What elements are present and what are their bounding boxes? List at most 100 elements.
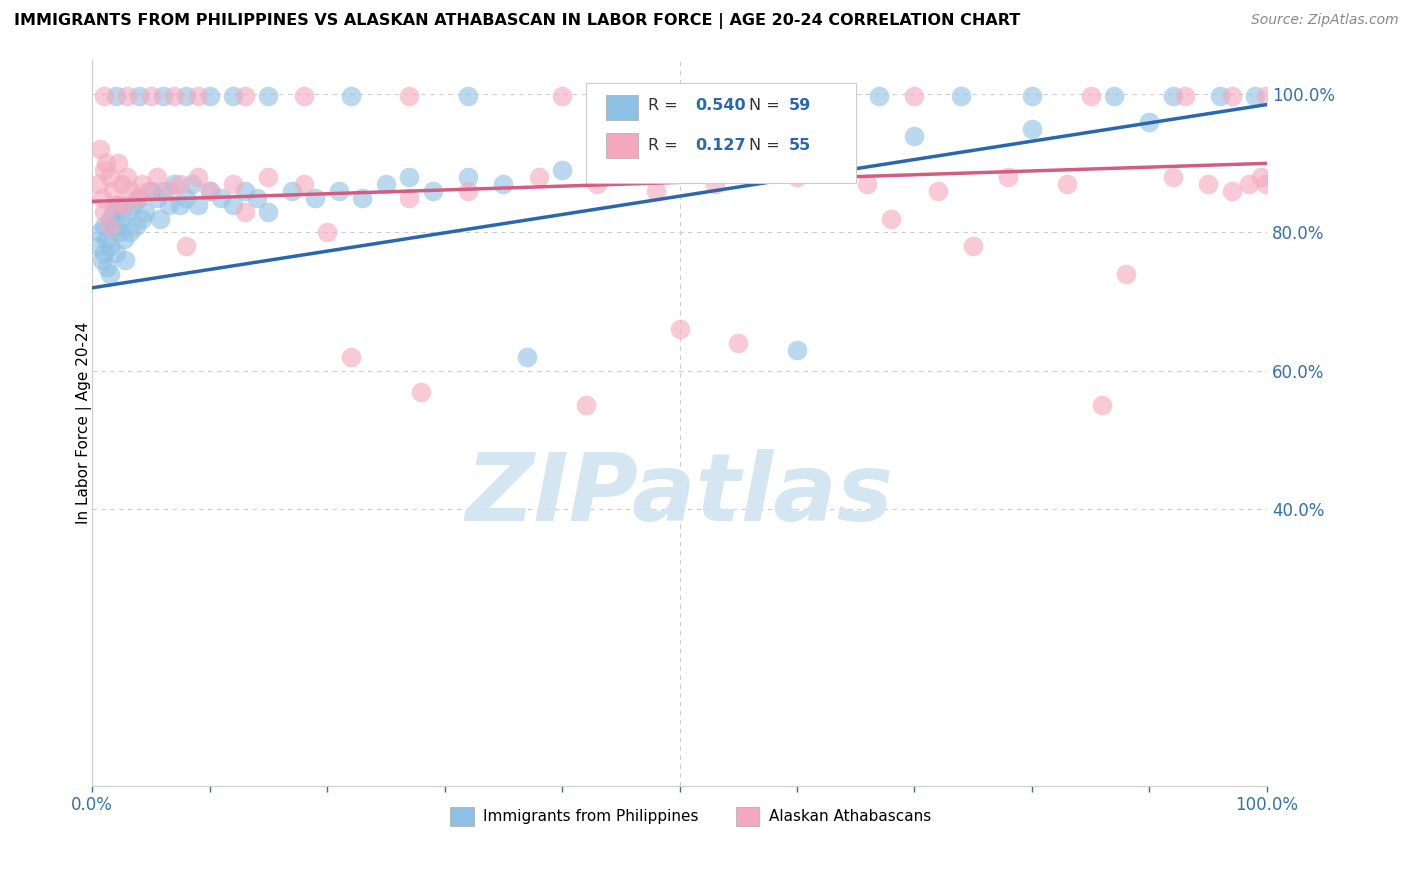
Point bbox=[1021, 121, 1043, 136]
Point bbox=[222, 89, 245, 103]
Point bbox=[339, 89, 361, 103]
Point bbox=[880, 211, 903, 226]
Point bbox=[246, 191, 269, 205]
Point bbox=[1021, 89, 1043, 103]
Point bbox=[457, 184, 479, 198]
Point bbox=[1174, 89, 1197, 103]
Point bbox=[292, 177, 315, 191]
Point bbox=[131, 211, 153, 226]
Point bbox=[93, 246, 115, 260]
Point bbox=[169, 198, 191, 212]
Point bbox=[727, 143, 749, 157]
Point bbox=[1161, 89, 1184, 103]
Point bbox=[89, 226, 111, 240]
Point bbox=[339, 350, 361, 364]
Point bbox=[398, 170, 420, 185]
Point bbox=[87, 177, 110, 191]
Point bbox=[90, 253, 112, 268]
Point bbox=[152, 89, 174, 103]
Point bbox=[1250, 170, 1272, 185]
Point bbox=[117, 204, 139, 219]
FancyBboxPatch shape bbox=[585, 83, 856, 183]
Point bbox=[89, 143, 111, 157]
Point bbox=[131, 177, 153, 191]
Point bbox=[668, 322, 690, 336]
Point bbox=[222, 198, 245, 212]
FancyBboxPatch shape bbox=[450, 807, 474, 826]
Text: IMMIGRANTS FROM PHILIPPINES VS ALASKAN ATHABASCAN IN LABOR FORCE | AGE 20-24 COR: IMMIGRANTS FROM PHILIPPINES VS ALASKAN A… bbox=[14, 13, 1021, 29]
Point bbox=[398, 89, 420, 103]
Point bbox=[117, 170, 139, 185]
Point bbox=[411, 384, 433, 399]
Point bbox=[163, 177, 186, 191]
Point bbox=[1254, 177, 1277, 191]
Point bbox=[93, 163, 115, 178]
Point bbox=[98, 239, 121, 253]
Point bbox=[93, 204, 115, 219]
Text: 59: 59 bbox=[789, 98, 811, 113]
Point bbox=[1244, 89, 1267, 103]
Point bbox=[98, 219, 121, 233]
Point bbox=[903, 89, 925, 103]
Text: 0.540: 0.540 bbox=[695, 98, 745, 113]
Point bbox=[96, 260, 118, 274]
Point bbox=[352, 191, 374, 205]
FancyBboxPatch shape bbox=[606, 133, 638, 158]
Point bbox=[174, 239, 197, 253]
Point bbox=[786, 343, 808, 357]
Point bbox=[157, 184, 180, 198]
Point bbox=[174, 89, 197, 103]
Point bbox=[727, 336, 749, 351]
Point bbox=[222, 177, 245, 191]
Point bbox=[107, 198, 129, 212]
Point bbox=[668, 149, 690, 163]
Point bbox=[1254, 89, 1277, 103]
Point bbox=[551, 89, 574, 103]
Point bbox=[146, 191, 169, 205]
Point bbox=[551, 163, 574, 178]
Point bbox=[1091, 398, 1114, 412]
Point bbox=[209, 191, 232, 205]
Point bbox=[1102, 89, 1125, 103]
Point bbox=[96, 232, 118, 246]
Text: Immigrants from Philippines: Immigrants from Philippines bbox=[484, 809, 699, 823]
Point bbox=[128, 191, 150, 205]
Point bbox=[149, 211, 172, 226]
Point bbox=[118, 226, 141, 240]
Point bbox=[281, 184, 304, 198]
Point bbox=[117, 89, 139, 103]
Point bbox=[997, 170, 1019, 185]
Point bbox=[257, 204, 280, 219]
Point bbox=[187, 198, 209, 212]
Point bbox=[198, 184, 221, 198]
Point bbox=[233, 89, 256, 103]
Point bbox=[1220, 184, 1243, 198]
Text: 55: 55 bbox=[789, 137, 811, 153]
Point bbox=[181, 177, 204, 191]
Point bbox=[93, 219, 115, 233]
Point bbox=[107, 156, 129, 170]
Point bbox=[328, 184, 350, 198]
Point bbox=[927, 184, 949, 198]
Point bbox=[174, 191, 197, 205]
Point bbox=[110, 177, 132, 191]
Point bbox=[610, 156, 633, 170]
Point bbox=[527, 170, 550, 185]
Point bbox=[292, 89, 315, 103]
Point bbox=[868, 89, 890, 103]
Point bbox=[962, 239, 984, 253]
Y-axis label: In Labor Force | Age 20-24: In Labor Force | Age 20-24 bbox=[76, 321, 91, 524]
Point bbox=[1139, 115, 1161, 129]
Point bbox=[198, 89, 221, 103]
Point bbox=[114, 253, 136, 268]
Point bbox=[157, 198, 180, 212]
Point bbox=[198, 184, 221, 198]
Point bbox=[110, 211, 132, 226]
Point bbox=[104, 89, 127, 103]
Text: Alaskan Athabascans: Alaskan Athabascans bbox=[769, 809, 931, 823]
Point bbox=[233, 184, 256, 198]
Point bbox=[516, 350, 538, 364]
Point bbox=[187, 170, 209, 185]
Text: R =: R = bbox=[648, 137, 683, 153]
Point bbox=[257, 170, 280, 185]
